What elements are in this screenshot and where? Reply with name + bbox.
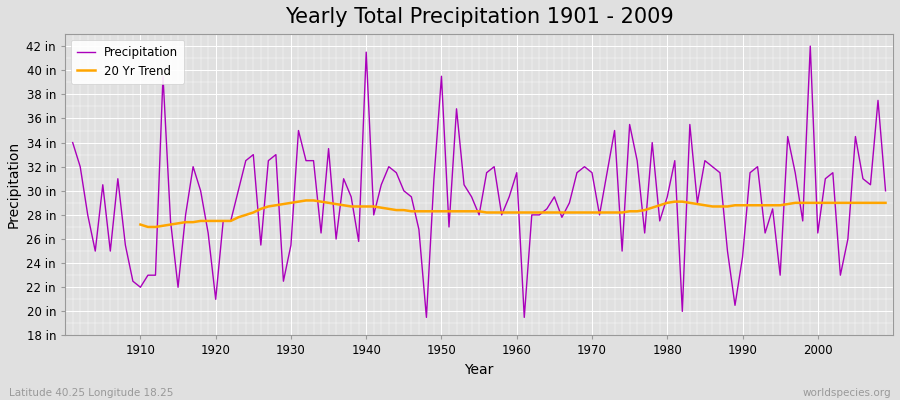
20 Yr Trend [142,224,153,229]
Y-axis label: Precipitation: Precipitation [7,141,21,228]
Precipitation [293,128,304,133]
Precipitation [805,44,815,48]
Line: Precipitation: Precipitation [73,46,886,317]
Precipitation [421,315,432,320]
Text: worldspecies.org: worldspecies.org [803,388,891,398]
Precipitation [880,188,891,193]
20 Yr Trend [880,200,891,205]
Legend: Precipitation, 20 Yr Trend: Precipitation, 20 Yr Trend [71,40,184,84]
20 Yr Trend [534,210,544,215]
Precipitation [519,315,530,320]
Text: Latitude 40.25 Longitude 18.25: Latitude 40.25 Longitude 18.25 [9,388,174,398]
Precipitation [338,176,349,181]
20 Yr Trend [835,200,846,205]
X-axis label: Year: Year [464,363,494,377]
Line: 20 Yr Trend: 20 Yr Trend [140,200,886,227]
Precipitation [68,140,78,145]
20 Yr Trend [323,200,334,205]
Title: Yearly Total Precipitation 1901 - 2009: Yearly Total Precipitation 1901 - 2009 [284,7,673,27]
20 Yr Trend [135,222,146,227]
Precipitation [609,128,620,133]
20 Yr Trend [301,198,311,203]
Precipitation [511,170,522,175]
20 Yr Trend [594,210,605,215]
20 Yr Trend [285,200,296,205]
Precipitation [128,279,139,284]
20 Yr Trend [858,200,868,205]
